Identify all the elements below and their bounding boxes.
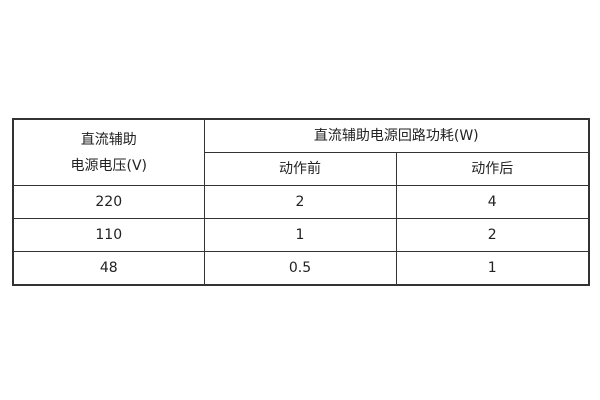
before-action-header: 动作前 <box>203 152 397 186</box>
subheader-row: 动作前 动作后 <box>13 152 590 186</box>
voltage-cell: 48 <box>12 251 205 286</box>
power-consumption-table: 直流辅助 电源电压(V) 直流辅助电源回路功耗(W) 动作前 动作后 220 2… <box>12 118 590 286</box>
table-row: 110 1 2 <box>12 218 590 252</box>
voltage-cell: 220 <box>12 185 205 219</box>
table-row: 220 2 4 <box>12 185 590 219</box>
before-cell: 2 <box>203 185 397 219</box>
after-cell: 2 <box>395 218 590 252</box>
voltage-cell: 110 <box>12 218 205 252</box>
after-action-header: 动作后 <box>395 152 590 186</box>
voltage-header-line1: 直流辅助 <box>80 131 137 148</box>
power-header: 直流辅助电源回路功耗(W) <box>203 118 590 153</box>
before-cell: 0.5 <box>203 251 397 286</box>
after-cell: 4 <box>395 185 590 219</box>
before-cell: 1 <box>203 218 397 252</box>
table-row: 48 0.5 1 <box>12 251 590 286</box>
header-row: 直流辅助 电源电压(V) 直流辅助电源回路功耗(W) <box>12 118 590 186</box>
voltage-header-line2: 电源电压(V) <box>70 157 147 174</box>
voltage-header: 直流辅助 电源电压(V) <box>12 118 205 186</box>
after-cell: 1 <box>395 251 590 286</box>
